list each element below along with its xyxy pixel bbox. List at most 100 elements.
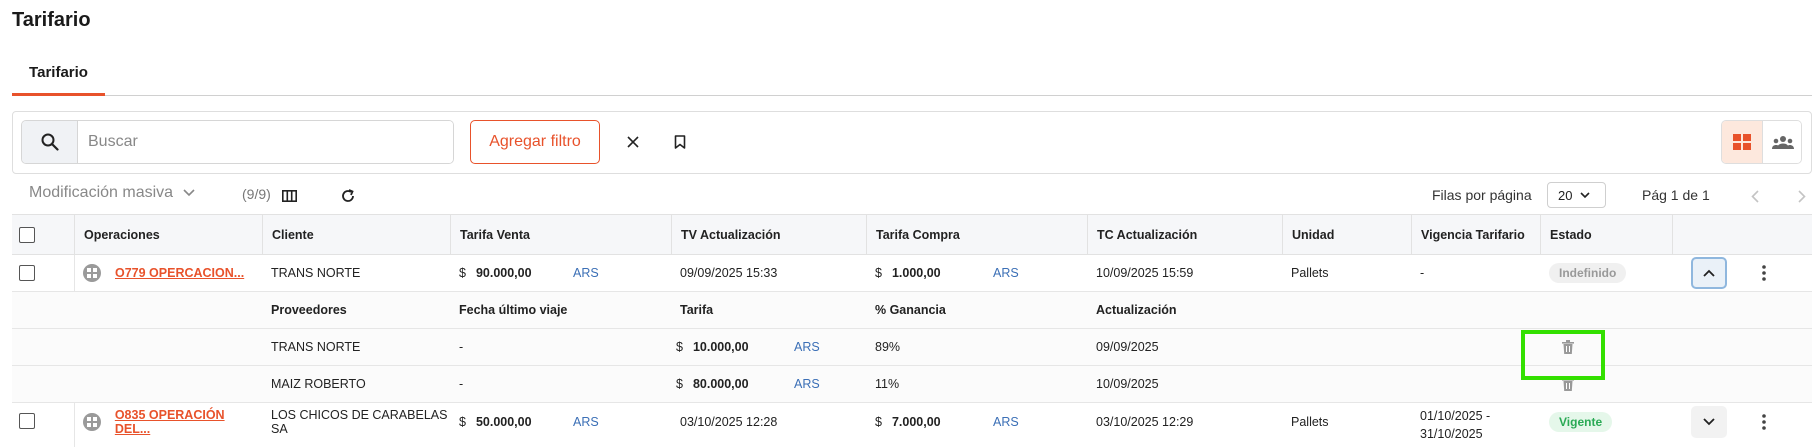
add-filter-button[interactable]: Agregar filtro	[470, 120, 600, 164]
actions-bar: Modificación masiva (9/9) Filas por pági…	[12, 176, 1812, 214]
tab-bar: Tarifario	[12, 60, 1812, 96]
supplier-currency: ARS	[794, 377, 820, 391]
header-operaciones[interactable]: Operaciones	[74, 215, 262, 255]
expand-row-button[interactable]	[1691, 406, 1727, 438]
buy-rate-cell: $ 7.000,00 ARS	[866, 403, 1087, 440]
unit-cell: Pallets	[1291, 266, 1329, 280]
supplier-update: 10/09/2025	[1096, 377, 1159, 391]
refresh-icon[interactable]	[338, 186, 358, 206]
rows-per-page-label: Filas por página	[1432, 187, 1532, 203]
header-tc-actualizacion[interactable]: TC Actualización	[1087, 215, 1282, 255]
row-checkbox[interactable]	[19, 413, 35, 429]
client-cell: LOS CHICOS DE CARABELAS SA	[271, 407, 448, 436]
chevron-left-icon[interactable]	[1745, 186, 1765, 206]
bulk-edit-label: Modificación masiva	[29, 184, 174, 201]
chevron-down-icon	[1703, 418, 1715, 426]
bookmark-icon[interactable]	[669, 131, 691, 153]
search-input[interactable]	[79, 121, 453, 163]
currency-symbol: $	[459, 266, 466, 280]
supplier-last-trip: -	[459, 340, 464, 354]
status-badge: Vigente	[1549, 411, 1613, 432]
search-box	[21, 120, 454, 164]
buy-amount: 1.000,00	[891, 266, 941, 280]
validity-cell: 01/10/2025 - 31/10/2025	[1420, 407, 1490, 443]
currency-symbol: $	[875, 414, 882, 429]
header-vigencia[interactable]: Vigencia Tarifario	[1411, 215, 1540, 255]
bulk-edit-dropdown[interactable]: Modificación masiva	[29, 184, 195, 202]
header-tv-actualizacion[interactable]: TV Actualización	[671, 215, 866, 255]
chevron-right-icon[interactable]	[1792, 186, 1812, 206]
tv-update-cell: 03/10/2025 12:28	[680, 414, 778, 429]
search-icon[interactable]	[22, 121, 78, 163]
more-options-icon[interactable]	[1756, 410, 1772, 434]
status-badge: Indefinido	[1549, 263, 1627, 283]
sale-currency: ARS	[573, 266, 599, 280]
group-view-icon[interactable]	[1762, 121, 1801, 163]
currency-symbol: $	[676, 377, 683, 391]
buy-amount: 7.000,00	[891, 414, 941, 429]
collapse-row-button[interactable]	[1691, 257, 1727, 289]
page-indicator: Pág 1 de 1	[1642, 187, 1710, 203]
header-tarifa-venta[interactable]: Tarifa Venta	[450, 215, 671, 255]
sub-header-proveedores: Proveedores	[271, 303, 347, 317]
suppliers-header: Proveedores Fecha último viaje Tarifa % …	[12, 292, 1812, 329]
table-row[interactable]: O779 OPERCACION... TRANS NORTE $ 90.000,…	[12, 255, 1812, 292]
sub-header-actualizacion: Actualización	[1096, 303, 1177, 317]
supplier-gain: 89%	[875, 340, 901, 354]
highlight-box	[1521, 330, 1605, 380]
validity-start: 01/10/2025 -	[1420, 409, 1491, 423]
buy-currency: ARS	[993, 414, 1019, 429]
operation-link[interactable]: O779 OPERCACION...	[115, 266, 245, 280]
currency-symbol: $	[676, 340, 683, 354]
sale-rate-cell: $ 90.000,00 ARS	[450, 255, 671, 291]
grid-view-icon[interactable]	[1722, 121, 1762, 163]
sale-rate-cell: $ 50.000,00 ARS	[450, 403, 671, 440]
chevron-down-icon	[183, 189, 195, 197]
status-cell: Vigente	[1540, 403, 1672, 440]
buy-currency: ARS	[993, 266, 1019, 280]
supplier-name: MAIZ ROBERTO	[271, 377, 366, 391]
close-icon[interactable]	[622, 131, 644, 153]
select-all-checkbox[interactable]	[19, 227, 35, 243]
rows-per-page-value: 20	[1558, 187, 1573, 203]
validity-cell: -	[1420, 266, 1425, 280]
column-divider	[74, 403, 75, 447]
header-cliente[interactable]: Cliente	[262, 215, 450, 255]
select-all-cell	[12, 215, 74, 255]
supplier-amount: 80.000,00	[692, 377, 749, 391]
rows-per-page-select[interactable]: 20	[1547, 182, 1606, 208]
sub-header-ganancia: % Ganancia	[875, 303, 946, 317]
validity-end: 31/10/2025	[1420, 427, 1483, 441]
supplier-row: MAIZ ROBERTO - $ 80.000,00 ARS 11% 10/09…	[12, 366, 1812, 403]
page-title: Tarifario	[12, 9, 91, 31]
selection-count: (9/9)	[242, 186, 271, 202]
table-row[interactable]: O835 OPERACIÓN DEL... LOS CHICOS DE CARA…	[12, 403, 1812, 447]
buy-rate-cell: $ 1.000,00 ARS	[866, 255, 1087, 291]
tab-tarifario[interactable]: Tarifario	[12, 60, 105, 96]
header-estado[interactable]: Estado	[1540, 215, 1672, 255]
view-toggle	[1721, 120, 1802, 164]
sale-currency: ARS	[573, 414, 599, 429]
trash-icon[interactable]	[1561, 339, 1575, 355]
supplier-amount: 10.000,00	[692, 340, 749, 354]
supplier-gain: 11%	[875, 377, 900, 391]
status-cell: Indefinido	[1540, 255, 1672, 291]
client-cell: TRANS NORTE	[271, 266, 361, 280]
supplier-last-trip: -	[459, 377, 464, 391]
chevron-down-icon	[1580, 191, 1591, 198]
currency-symbol: $	[875, 266, 882, 280]
operation-cell: O835 OPERACIÓN DEL...	[74, 403, 262, 440]
header-unidad[interactable]: Unidad	[1282, 215, 1411, 255]
row-checkbox[interactable]	[19, 265, 35, 281]
column-divider	[74, 255, 75, 291]
more-options-icon[interactable]	[1756, 261, 1772, 285]
sale-amount: 90.000,00	[475, 266, 532, 280]
supplier-name: TRANS NORTE	[271, 340, 361, 354]
operation-link[interactable]: O835 OPERACIÓN DEL...	[114, 407, 225, 436]
header-tarifa-compra[interactable]: Tarifa Compra	[866, 215, 1087, 255]
operation-icon	[83, 412, 101, 431]
columns-icon[interactable]	[279, 186, 299, 206]
tv-update-cell: 09/09/2025 15:33	[680, 266, 778, 280]
supplier-rate: $ 10.000,00 ARS	[667, 329, 866, 365]
supplier-currency: ARS	[794, 340, 820, 354]
